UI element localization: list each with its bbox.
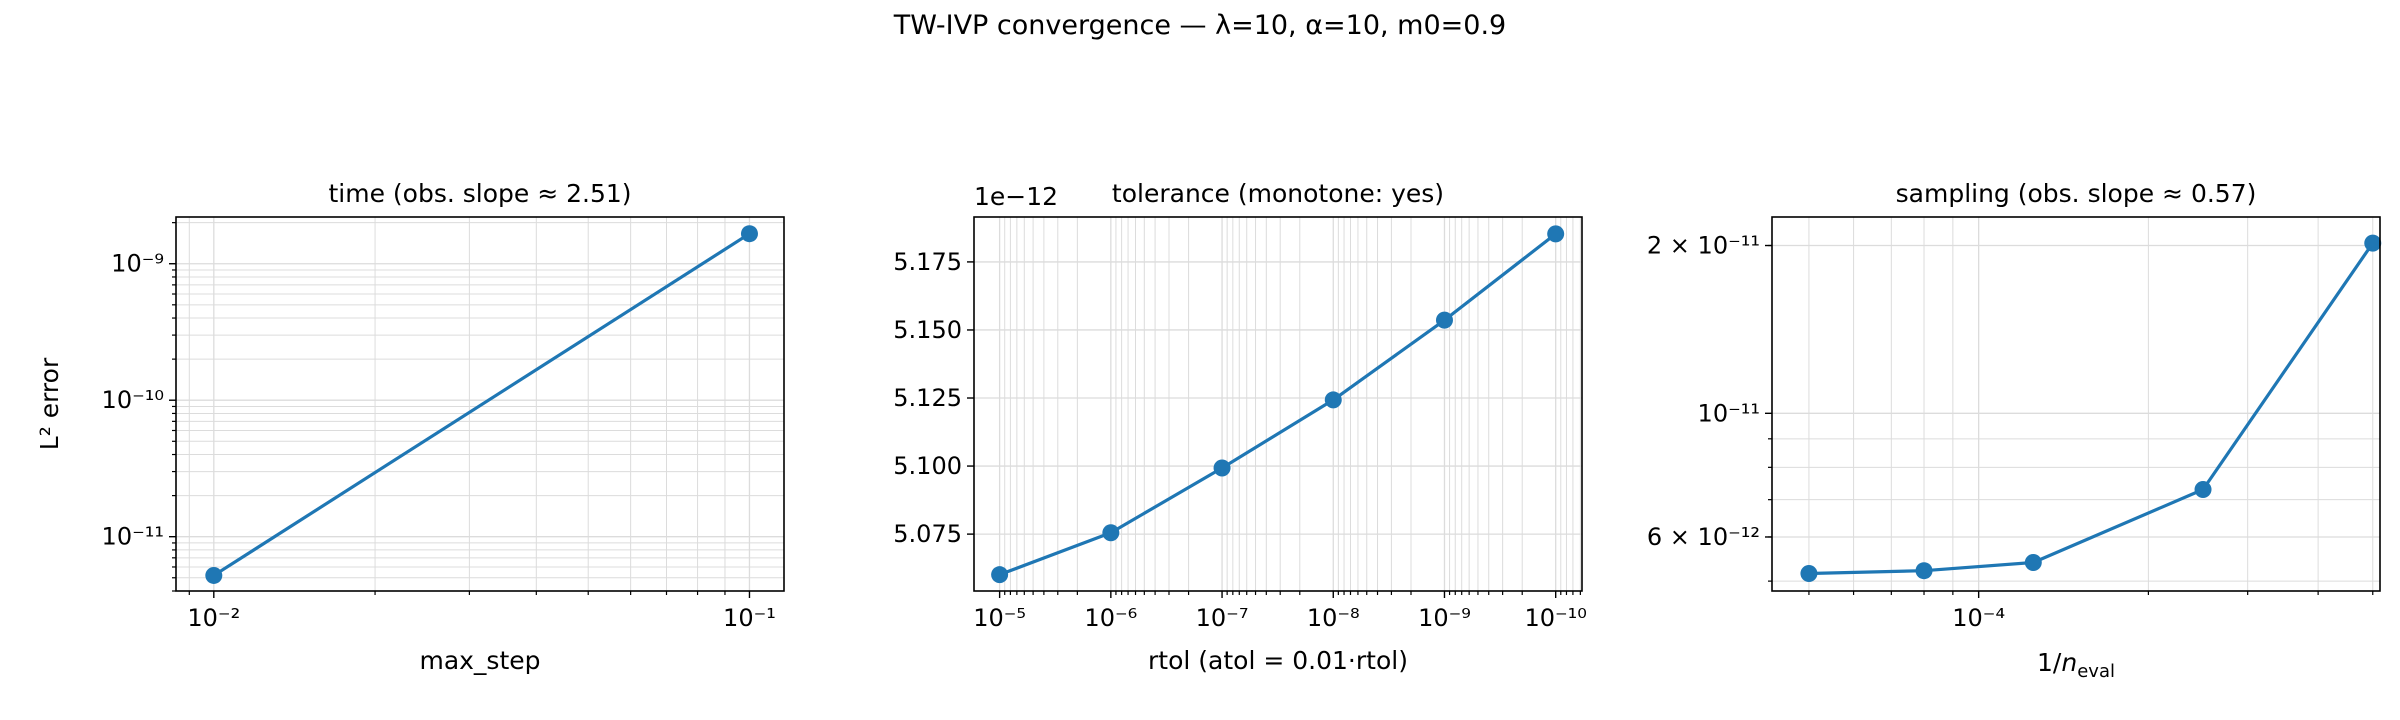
data-point: [205, 566, 223, 584]
y-axis-label: L² error: [35, 357, 64, 450]
chart-title: sampling (obs. slope ≈ 0.57): [1896, 179, 2257, 208]
y-tick-label: 5.125: [893, 384, 962, 412]
x-tick-label: 10⁻⁸: [1307, 604, 1360, 632]
y-tick-label: 10⁻¹¹: [102, 523, 164, 551]
axes-frame: [1771, 216, 2381, 592]
y-tick-label: 6 × 10⁻¹²: [1647, 523, 1760, 551]
data-point: [1915, 562, 1933, 580]
y-tick-label: 2 × 10⁻¹¹: [1647, 232, 1760, 260]
x-label-part: n: [2061, 648, 2077, 677]
y-tick-label: 5.175: [893, 248, 962, 276]
data-point: [2194, 481, 2212, 499]
y-tick-label: 10⁻⁹: [111, 250, 164, 278]
x-tick-label: 10⁻⁹: [1418, 604, 1471, 632]
x-label-part: 1/: [2037, 648, 2062, 677]
axes-frame: [973, 216, 1583, 592]
x-axis-label: 1/neval: [2037, 648, 2115, 682]
data-point: [2364, 234, 2382, 252]
series-line: [1808, 242, 2375, 576]
x-label-part: eval: [2077, 661, 2115, 682]
series-line: [212, 232, 751, 577]
y-tick-label: 10⁻¹⁰: [102, 386, 164, 414]
data-point: [740, 225, 758, 243]
data-point: [1800, 564, 1818, 582]
y-tick-label: 10⁻¹¹: [1698, 399, 1760, 427]
chart-title: time (obs. slope ≈ 2.51): [328, 179, 631, 208]
series-line: [999, 232, 1557, 577]
figure-suptitle: TW-IVP convergence — λ=10, α=10, m0=0.9: [893, 10, 1506, 41]
chart-panel-3: 10⁻⁴ 6 × 10⁻¹² 10⁻¹¹ 2 × 10⁻¹¹ sampling (obs…: [1647, 179, 2382, 682]
chart-title: tolerance (monotone: yes): [1112, 179, 1444, 208]
axes-frame: [175, 216, 785, 592]
x-tick-label: 10⁻¹: [723, 604, 776, 632]
x-tick-label: 10⁻⁷: [1196, 604, 1249, 632]
x-tick-label: 10⁻²: [187, 604, 240, 632]
y-tick-label: 5.100: [893, 452, 962, 480]
data-point: [1435, 311, 1453, 329]
x-axis-label: max_step: [419, 646, 540, 675]
data-point: [2024, 553, 2042, 571]
x-axis-label: rtol (atol = 0.01·rtol): [1148, 646, 1408, 675]
x-tick-label: 10⁻¹⁰: [1524, 604, 1586, 632]
x-tick-label: 10⁻⁴: [1952, 604, 2005, 632]
x-tick-label: 10⁻⁶: [1084, 604, 1137, 632]
data-point: [1213, 459, 1231, 477]
chart-panel-1: 10⁻² 10⁻¹ 10⁻¹¹ 10⁻¹⁰ 10⁻⁹ time (obs. slope ≈…: [35, 179, 785, 675]
data-point: [991, 566, 1009, 584]
data-point: [1547, 225, 1565, 243]
y-tick-label: 5.150: [893, 316, 962, 344]
chart-panel-2: 10⁻⁵ 10⁻⁶ 10⁻⁷ 10⁻⁸ 10⁻⁹ 10⁻¹⁰ 5.075 5.100 5.125…: [893, 179, 1587, 675]
data-point: [1102, 524, 1120, 542]
data-point: [1324, 391, 1342, 409]
y-tick-label: 5.075: [893, 520, 962, 548]
axis-offset-text: 1e−12: [974, 182, 1058, 211]
x-tick-label: 10⁻⁵: [973, 604, 1026, 632]
